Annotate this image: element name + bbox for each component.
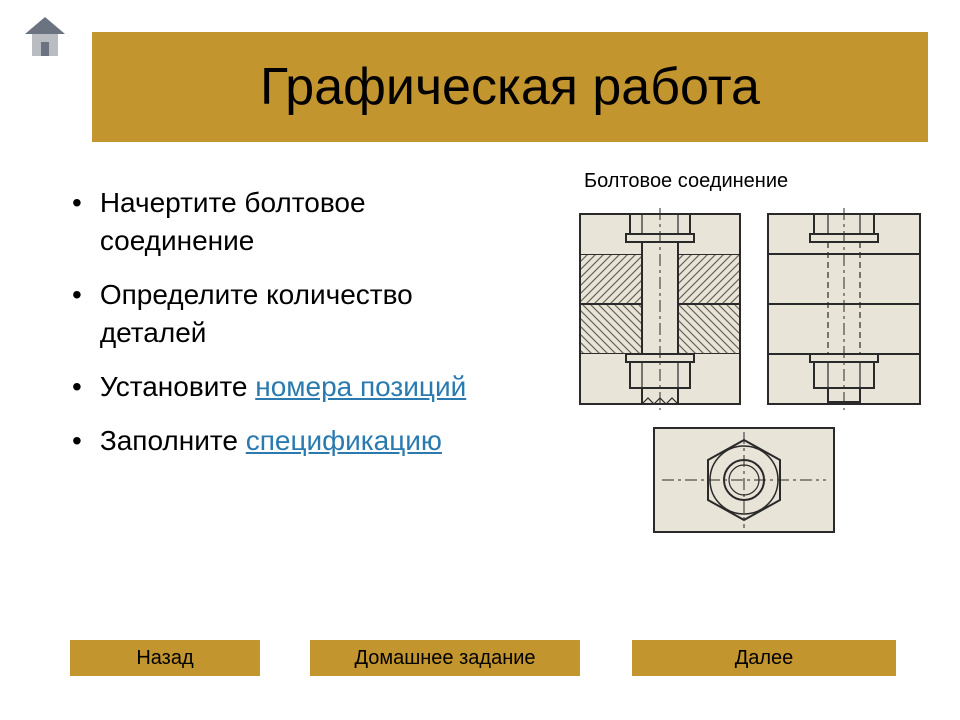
list-item: • Определите количество деталей (72, 276, 512, 352)
task-list: • Начертите болтовое соединение • Опреде… (72, 184, 512, 476)
bullet-icon: • (72, 184, 82, 222)
home-task-button-label: Домашнее задание (354, 647, 535, 670)
page-title: Графическая работа (260, 57, 760, 117)
bullet-icon: • (72, 368, 82, 406)
home-task-button[interactable]: Домашнее задание (310, 640, 580, 676)
back-button-label: Назад (136, 647, 193, 670)
list-item-text: Определите количество деталей (100, 276, 512, 352)
title-bar: Графическая работа (92, 32, 928, 142)
home-icon[interactable] (20, 12, 70, 62)
nav-bar: Назад Домашнее задание Далее (0, 640, 960, 680)
figure-caption: Болтовое соединение (584, 170, 788, 193)
next-button[interactable]: Далее (632, 640, 896, 676)
list-item: • Установите номера позиций (72, 368, 512, 406)
bullet-icon: • (72, 276, 82, 314)
list-item-text: Начертите болтовое соединение (100, 184, 512, 260)
bullet-icon: • (72, 422, 82, 460)
link-specification[interactable]: спецификацию (246, 425, 442, 456)
link-positions[interactable]: номера позиций (255, 371, 466, 402)
list-item-text: Установите номера позиций (100, 368, 466, 406)
list-item: • Заполните спецификацию (72, 422, 512, 460)
back-button[interactable]: Назад (70, 640, 260, 676)
next-button-label: Далее (735, 647, 794, 670)
bolt-connection-figure (570, 204, 930, 544)
list-item: • Начертите болтовое соединение (72, 184, 512, 260)
list-item-text: Заполните спецификацию (100, 422, 442, 460)
